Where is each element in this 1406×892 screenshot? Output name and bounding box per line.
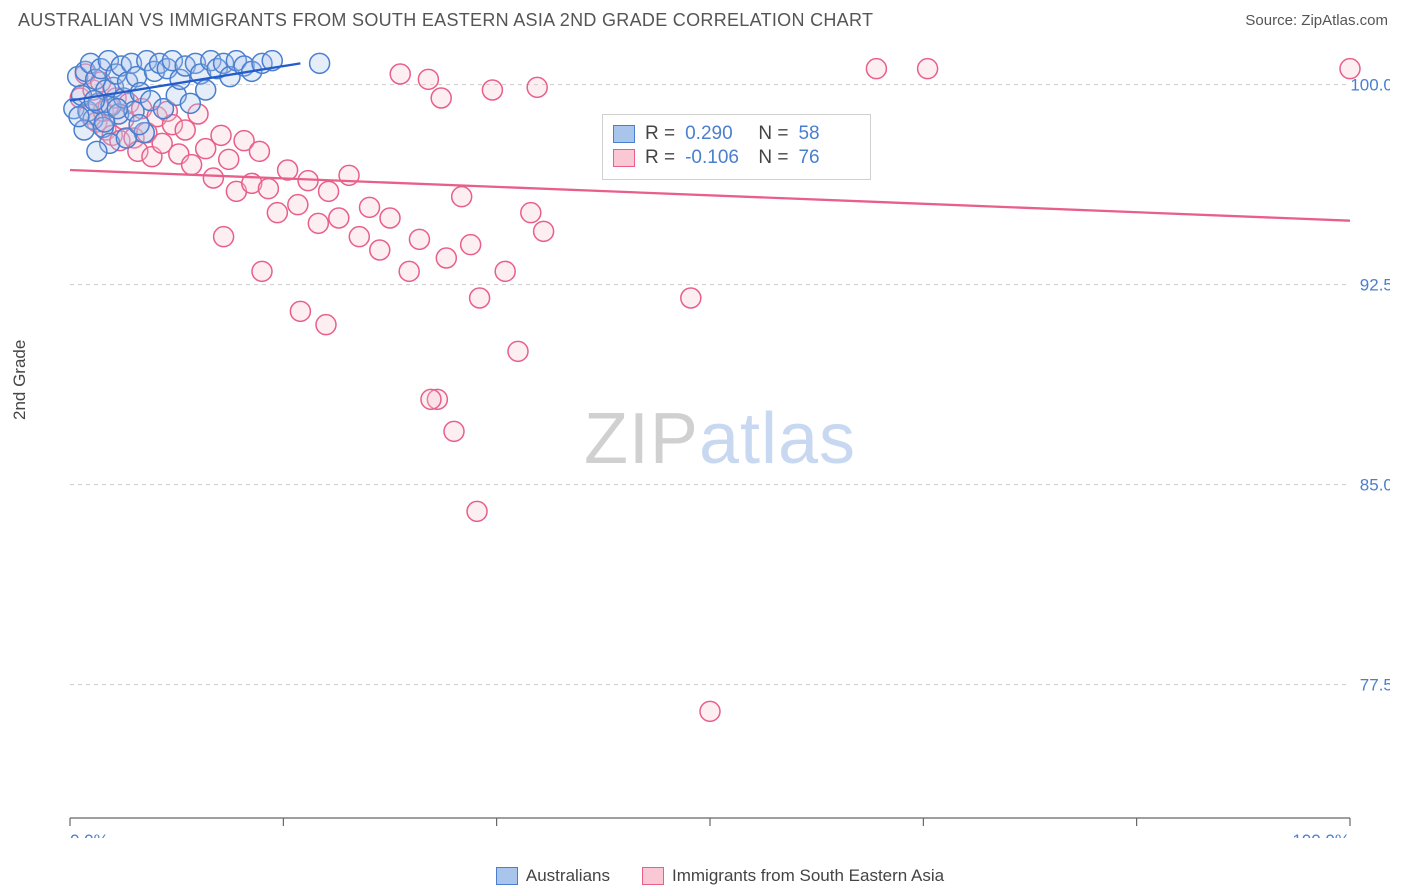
stats-row-australians: R = 0.290 N = 58 <box>613 123 856 145</box>
stat-r-value: 0.290 <box>685 123 743 145</box>
chart-header: AUSTRALIAN VS IMMIGRANTS FROM SOUTH EAST… <box>0 0 1406 37</box>
stats-row-immigrants: R = -0.106 N = 76 <box>613 147 856 169</box>
svg-text:92.5%: 92.5% <box>1360 276 1390 295</box>
source-link[interactable]: ZipAtlas.com <box>1301 12 1388 29</box>
legend-label: Australians <box>526 866 610 886</box>
swatch-australians <box>613 125 635 143</box>
stat-n-value: 58 <box>798 123 856 145</box>
svg-text:0.0%: 0.0% <box>70 831 109 838</box>
stat-n-value: 76 <box>798 147 856 169</box>
legend-item: Immigrants from South Eastern Asia <box>642 866 944 886</box>
chart-area: 77.5%85.0%92.5%100.0%0.0%100.0% ZIPatlas… <box>50 48 1390 838</box>
legend-label: Immigrants from South Eastern Asia <box>672 866 944 886</box>
svg-text:77.5%: 77.5% <box>1360 676 1390 695</box>
correlation-stats-box: R = 0.290 N = 58 R = -0.106 N = 76 <box>602 114 871 180</box>
legend-bottom: Australians Immigrants from South Eastern… <box>50 866 1390 886</box>
swatch-immigrants <box>613 149 635 167</box>
stat-r-label: R = <box>645 123 675 145</box>
source-label: Source: <box>1245 12 1297 29</box>
chart-title: AUSTRALIAN VS IMMIGRANTS FROM SOUTH EAST… <box>18 10 873 31</box>
svg-text:85.0%: 85.0% <box>1360 476 1390 495</box>
legend-swatch <box>496 867 518 885</box>
legend-swatch <box>642 867 664 885</box>
stat-r-label: R = <box>645 147 675 169</box>
svg-text:100.0%: 100.0% <box>1292 831 1350 838</box>
stat-n-label: N = <box>753 147 788 169</box>
y-axis-label: 2nd Grade <box>10 340 30 420</box>
source-attribution: Source: ZipAtlas.com <box>1245 12 1388 29</box>
svg-text:100.0%: 100.0% <box>1350 76 1390 95</box>
stat-n-label: N = <box>753 123 788 145</box>
stat-r-value: -0.106 <box>685 147 743 169</box>
legend-item: Australians <box>496 866 610 886</box>
